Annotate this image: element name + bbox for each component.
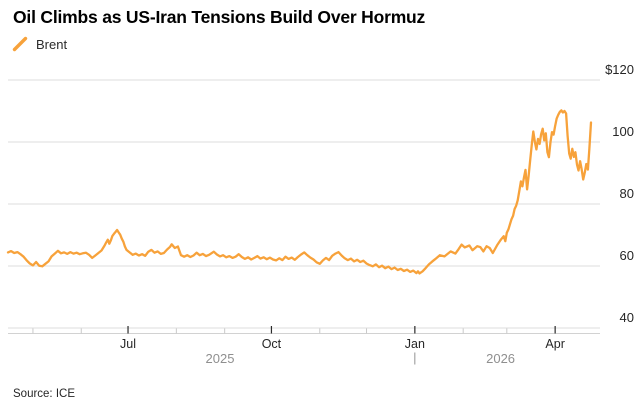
page-title: Oil Climbs as US-Iran Tensions Build Ove… bbox=[13, 7, 426, 27]
year-divider: | bbox=[413, 350, 417, 365]
x-axis-label-jan: Jan bbox=[404, 337, 425, 351]
y-axis-label-80: 80 bbox=[619, 186, 634, 201]
brent-series-icon bbox=[12, 36, 28, 52]
year-label-2026: 2026 bbox=[486, 351, 516, 366]
year-label-2025: 2025 bbox=[205, 351, 235, 366]
y-axis-label-120: $120 bbox=[605, 62, 634, 77]
brent-price-line bbox=[6, 109, 593, 275]
y-axis-label-100: 100 bbox=[612, 124, 634, 139]
x-axis-label-apr: Apr bbox=[545, 337, 565, 351]
x-axis-label-oct: Oct bbox=[261, 337, 282, 351]
source-note: Source: ICE bbox=[13, 388, 75, 400]
legend-label-brent: Brent bbox=[36, 37, 68, 52]
x-axis-label-jul: Jul bbox=[120, 337, 136, 351]
legend: Brent bbox=[12, 36, 67, 53]
y-axis-label-60: 60 bbox=[619, 248, 634, 263]
y-axis-label-40: 40 bbox=[619, 310, 634, 325]
